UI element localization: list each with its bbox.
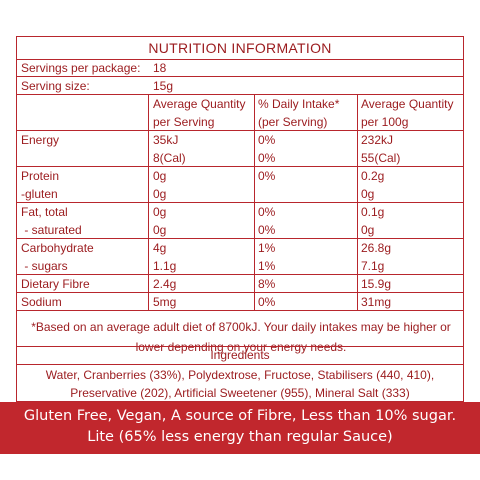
daily-intake-value: 1% <box>258 241 276 255</box>
per-100g-value: 0g <box>361 223 375 237</box>
nutrient-name: - saturated <box>21 223 82 237</box>
serving-size-label: Serving size: <box>21 79 90 93</box>
nutrient-name: Protein <box>21 169 60 183</box>
per-serving-value: 0g <box>153 223 167 237</box>
divider <box>17 59 463 60</box>
daily-intake-value: 0% <box>258 295 276 309</box>
footnote-line: *Based on an average adult diet of 8700k… <box>31 320 451 334</box>
header-per-100g: Average Quantity <box>361 97 454 111</box>
ingredients-line: Water, Cranberries (33%), Polydextrose, … <box>45 368 435 382</box>
per-100g-value: 0.1g <box>361 205 385 219</box>
nutrient-name: Fat, total <box>21 205 68 219</box>
daily-intake-value: 0% <box>258 223 276 237</box>
divider <box>17 76 463 77</box>
claims-banner: Gluten Free, Vegan, A source of Fibre, L… <box>0 402 480 454</box>
divider <box>17 130 463 131</box>
per-100g-value: 55(Cal) <box>361 151 401 165</box>
banner-line: Gluten Free, Vegan, A source of Fibre, L… <box>23 408 457 424</box>
servings-value: 18 <box>153 61 167 75</box>
divider <box>17 292 463 293</box>
servings-label: Servings per package: <box>21 61 141 75</box>
header-per-100g-sub: per 100g <box>361 115 409 129</box>
nutrient-name: Sodium <box>21 295 62 309</box>
per-100g-value: 232kJ <box>361 133 394 147</box>
daily-intake-value: 8% <box>258 277 276 291</box>
ingredients-line: Preservative (202), Artificial Sweetener… <box>70 386 410 400</box>
nutrient-name: Dietary Fibre <box>21 277 90 291</box>
footnote-line: lower depending on your energy needs. <box>135 340 347 354</box>
nutrient-name: -gluten <box>21 187 58 201</box>
per-100g-value: 7.1g <box>361 259 385 273</box>
ingredients-heading: Ingredients <box>210 348 270 362</box>
header-daily-intake: % Daily Intake* <box>258 97 340 111</box>
serving-size-value: 15g <box>153 79 174 93</box>
daily-intake-value: 0% <box>258 169 276 183</box>
per-serving-value: 8(Cal) <box>153 151 186 165</box>
per-100g-value: 0.2g <box>361 169 385 183</box>
per-100g-value: 26.8g <box>361 241 392 255</box>
divider <box>17 238 463 239</box>
per-serving-value: 1.1g <box>153 259 177 273</box>
divider <box>17 166 463 167</box>
header-serving: Average Quantity <box>153 97 246 111</box>
daily-intake-value: 0% <box>258 151 276 165</box>
per-serving-value: 0g <box>153 187 167 201</box>
divider <box>17 310 463 311</box>
daily-intake-value: 1% <box>258 259 276 273</box>
nutrient-name: - sugars <box>21 259 68 273</box>
per-serving-value: 0g <box>153 205 167 219</box>
per-serving-value: 5mg <box>153 295 177 309</box>
daily-intake-value: 0% <box>258 205 276 219</box>
divider <box>17 274 463 275</box>
nutrient-name: Energy <box>21 133 60 147</box>
per-100g-value: 31mg <box>361 295 392 309</box>
per-serving-value: 35kJ <box>153 133 179 147</box>
per-100g-value: 15.9g <box>361 277 392 291</box>
per-serving-value: 0g <box>153 169 167 183</box>
per-100g-value: 0g <box>361 187 375 201</box>
per-serving-value: 2.4g <box>153 277 177 291</box>
divider <box>17 202 463 203</box>
ingredients-list: Water, Cranberries (33%), Polydextrose, … <box>17 366 463 402</box>
daily-intake-value: 0% <box>258 133 276 147</box>
banner-line: Lite (65% less energy than regular Sauce… <box>87 429 393 445</box>
per-serving-value: 4g <box>153 241 167 255</box>
daily-intake-footnote: *Based on an average adult diet of 8700k… <box>25 317 457 357</box>
divider <box>17 346 463 347</box>
panel-title: NUTRITION INFORMATION <box>148 40 332 56</box>
nutrient-name: Carbohydrate <box>21 241 94 255</box>
header-serving-sub: per Serving <box>153 115 215 129</box>
nutrition-panel: NUTRITION INFORMATION Servings per packa… <box>16 36 464 402</box>
divider <box>17 364 463 365</box>
header-daily-intake-sub: (per Serving) <box>258 115 328 129</box>
divider <box>17 94 463 95</box>
